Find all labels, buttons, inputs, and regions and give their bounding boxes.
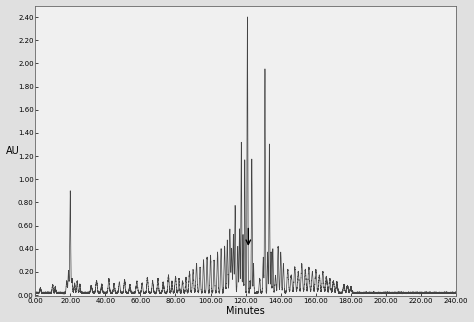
X-axis label: Minutes: Minutes [226, 307, 265, 317]
Y-axis label: AU: AU [6, 146, 19, 156]
